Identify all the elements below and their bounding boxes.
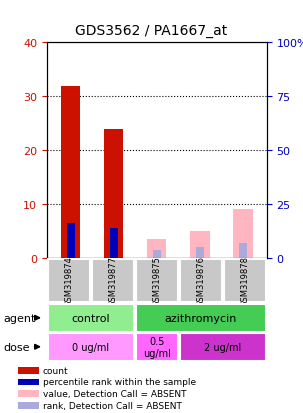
Bar xyxy=(61,86,80,258)
Text: percentile rank within the sample: percentile rank within the sample xyxy=(42,377,196,387)
Bar xyxy=(18,379,39,385)
Text: GSM319875: GSM319875 xyxy=(152,256,161,306)
Bar xyxy=(239,243,247,258)
Text: value, Detection Call = ABSENT: value, Detection Call = ABSENT xyxy=(42,389,186,398)
Bar xyxy=(18,390,39,397)
Bar xyxy=(153,251,161,258)
Bar xyxy=(180,333,266,361)
Text: rank, Detection Call = ABSENT: rank, Detection Call = ABSENT xyxy=(42,401,181,410)
Bar xyxy=(147,239,166,258)
Text: agent: agent xyxy=(3,313,35,323)
Text: dose: dose xyxy=(3,342,29,352)
Text: 0.5
ug/ml: 0.5 ug/ml xyxy=(143,336,171,358)
Text: GSM319878: GSM319878 xyxy=(240,255,249,306)
Text: GSM319877: GSM319877 xyxy=(108,255,117,306)
Bar xyxy=(180,259,222,303)
Bar xyxy=(18,402,39,409)
Bar xyxy=(110,228,118,258)
Bar xyxy=(136,304,266,332)
Bar xyxy=(136,259,178,303)
Bar xyxy=(136,333,178,361)
Bar xyxy=(104,129,123,258)
Bar xyxy=(48,304,134,332)
Text: GSM319874: GSM319874 xyxy=(65,256,73,306)
Bar xyxy=(18,367,39,374)
Bar xyxy=(67,224,75,258)
Text: azithromycin: azithromycin xyxy=(165,313,237,323)
Bar xyxy=(196,247,204,258)
Bar xyxy=(92,259,134,303)
Bar xyxy=(48,333,134,361)
Text: control: control xyxy=(72,313,110,323)
Text: GSM319876: GSM319876 xyxy=(196,255,205,306)
Text: 0 ug/ml: 0 ug/ml xyxy=(72,342,109,352)
Text: count: count xyxy=(42,366,68,375)
Bar xyxy=(224,259,266,303)
Bar xyxy=(233,210,253,258)
Bar xyxy=(48,259,90,303)
Bar xyxy=(190,231,210,258)
Text: 2 ug/ml: 2 ug/ml xyxy=(204,342,241,352)
Text: GDS3562 / PA1667_at: GDS3562 / PA1667_at xyxy=(75,24,228,38)
